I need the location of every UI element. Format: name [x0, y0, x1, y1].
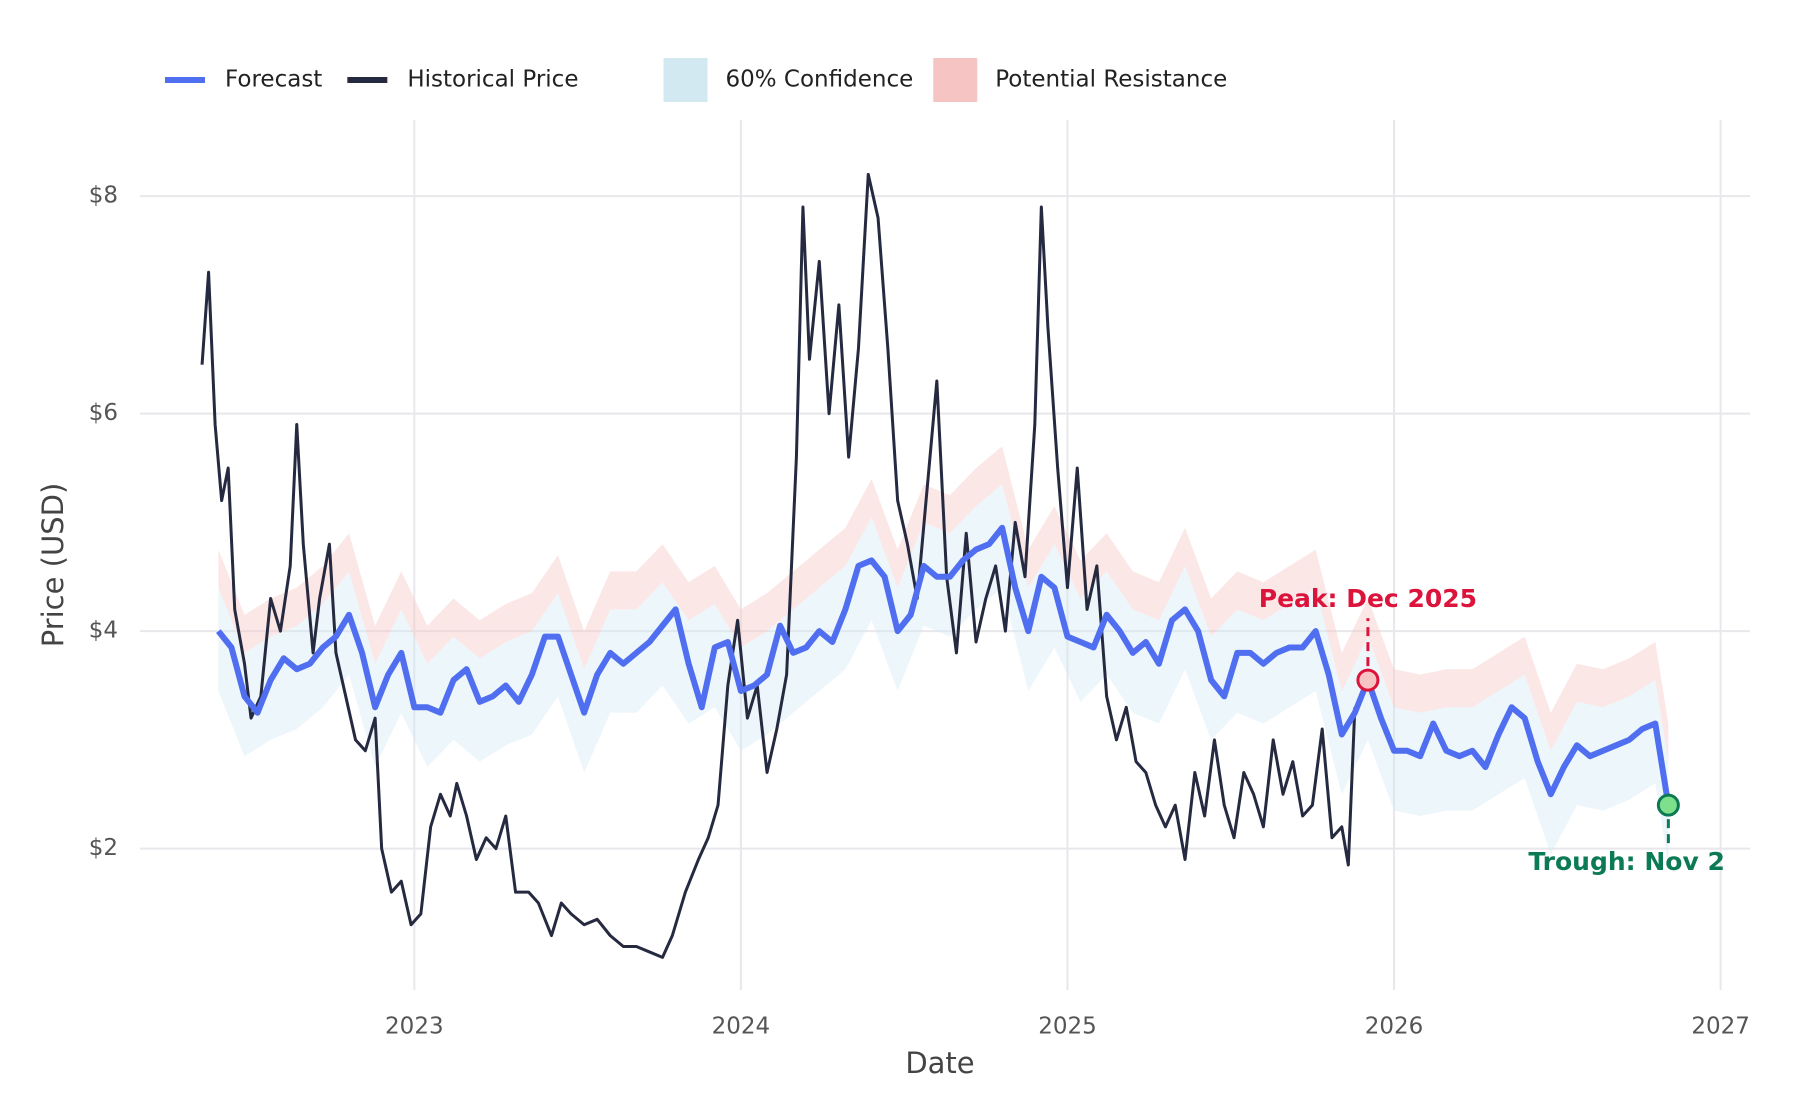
- y-tick-label: $6: [89, 400, 118, 426]
- legend-label: Potential Resistance: [995, 67, 1227, 93]
- legend-label: Historical Price: [407, 67, 578, 93]
- legend-swatch: [933, 58, 978, 102]
- x-tick-label: 2027: [1691, 1014, 1750, 1040]
- annotation-label: Trough: Nov 2: [1528, 847, 1725, 876]
- x-tick-label: 2023: [385, 1014, 444, 1040]
- legend-label: Forecast: [225, 67, 322, 93]
- y-tick-label: $4: [89, 618, 118, 644]
- legend-swatch: [663, 58, 708, 102]
- y-axis-title: Price (USD): [36, 483, 70, 648]
- x-axis-title: Date: [905, 1046, 974, 1080]
- y-tick-label: $2: [89, 835, 118, 861]
- annotation-point: [1656, 793, 1680, 817]
- x-tick-label: 2026: [1365, 1014, 1424, 1040]
- x-tick-label: 2025: [1038, 1014, 1097, 1040]
- band-area: [218, 484, 1669, 865]
- series-line: [216, 524, 1672, 806]
- series-line: [200, 172, 1357, 959]
- legend-label: 60% Confidence: [725, 67, 913, 93]
- annotation-label: Peak: Dec 2025: [1259, 584, 1477, 613]
- x-tick-label: 2024: [712, 1014, 771, 1040]
- y-tick-label: $8: [89, 183, 118, 209]
- annotation-point: [1356, 668, 1380, 692]
